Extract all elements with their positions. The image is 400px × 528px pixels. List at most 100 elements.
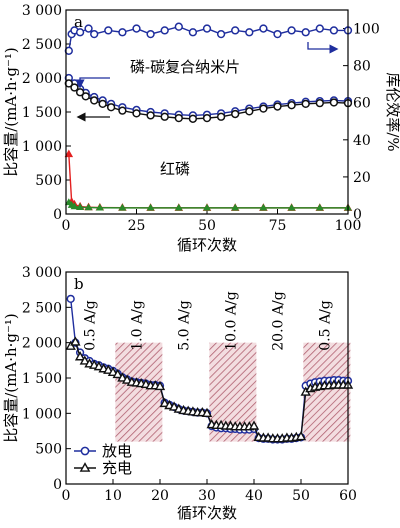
data-point-redp-charge	[315, 203, 324, 211]
data-point-charge	[112, 368, 123, 379]
series-line-2	[68, 154, 348, 209]
data-point-charge	[295, 431, 307, 441]
data-point-redp-charge	[203, 203, 211, 211]
data-point-charge	[117, 372, 128, 382]
data-point-composite-charge	[188, 114, 198, 123]
rate-label: 0.5 A/g	[318, 300, 334, 351]
x-axis-label-b: 循环次数	[177, 504, 237, 522]
data-point-redp-charge	[174, 203, 183, 211]
data-point-charge	[107, 366, 119, 376]
rate-label: 0.5 A/g	[83, 300, 99, 351]
rate-label: 5.0 A/g	[177, 300, 193, 351]
data-point-composite-charge	[174, 113, 183, 123]
arrow-to-right-axis	[307, 42, 339, 54]
data-point-composite-charge	[118, 106, 127, 115]
data-point-charge	[168, 401, 180, 411]
data-point-charge	[79, 355, 90, 365]
data-point-charge	[93, 361, 105, 371]
rate-label: 10.0 A/g	[224, 291, 240, 350]
data-point-discharge	[66, 294, 75, 304]
y-tick-label-right-a: 20	[353, 170, 371, 186]
data-point-redp-charge	[287, 203, 296, 211]
y-tick-label-b: 0	[53, 477, 62, 493]
x-tick-label-b: 30	[198, 488, 216, 504]
x-tick-label-b: 60	[339, 488, 357, 504]
data-point-efficiency	[146, 29, 155, 39]
x-tick-label-a: 100	[335, 218, 362, 234]
legend-label-discharge: 放电	[102, 442, 132, 460]
data-point-efficiency	[329, 26, 339, 35]
data-point-composite-charge	[287, 101, 296, 110]
data-point-charge	[74, 351, 86, 361]
y-tick-label-right-a: 60	[353, 96, 371, 112]
x-tick-label-b: 50	[292, 488, 310, 504]
axis-arrows-a	[75, 42, 339, 122]
legend-marker-discharge	[80, 446, 90, 456]
arrow-to-left-axis-discharge	[75, 77, 110, 89]
data-point-composite-charge	[315, 99, 324, 108]
data-point-redp-charge	[76, 202, 84, 210]
data-point-efficiency	[202, 24, 212, 33]
data-point-efficiency	[216, 29, 226, 39]
rate-band-0	[115, 342, 163, 442]
data-point-composite-charge	[216, 112, 226, 121]
y-axis-label-right-a: 库伦效率/%	[384, 72, 400, 151]
x-tick-label-b: 20	[151, 488, 169, 504]
data-point-efficiency	[301, 28, 310, 37]
x-tick-label-a: 50	[198, 218, 216, 234]
data-point-composite-charge	[75, 88, 85, 97]
y-tick-label-right-a: 100	[353, 22, 380, 38]
panel-label-a: a	[74, 13, 83, 31]
x-tick-label-a: 75	[269, 218, 287, 234]
data-point-charge	[154, 380, 166, 391]
data-point-efficiency	[174, 22, 183, 31]
data-point-composite-charge	[81, 92, 90, 101]
data-point-charge	[103, 364, 114, 374]
plot-frame-a	[65, 9, 349, 215]
rate-label: 1.0 A/g	[130, 300, 146, 351]
data-point-redp-charge	[118, 203, 127, 211]
y-tick-label-right-a: 40	[353, 133, 371, 149]
data-point-efficiency	[315, 24, 324, 33]
data-point-redp-charge	[231, 203, 240, 211]
y-tick-label-b: 2 500	[22, 300, 62, 316]
data-point-redp-charge	[259, 203, 268, 211]
data-point-composite-charge	[106, 103, 116, 112]
data-point-efficiency	[84, 24, 93, 33]
data-point-composite-charge	[273, 102, 282, 111]
x-tick-label-b: 10	[104, 488, 122, 504]
y-tick-label-b: 3 000	[22, 265, 62, 281]
data-point-composite-charge	[329, 98, 339, 107]
data-point-redp-charge	[146, 203, 155, 211]
data-point-efficiency	[104, 26, 113, 35]
data-point-redp-charge	[70, 202, 79, 210]
y-tick-label-b: 500	[35, 442, 62, 458]
y-tick-label-right-a: 0	[353, 207, 362, 223]
data-point-composite-charge	[146, 111, 155, 120]
data-point-redp-discharge	[64, 149, 74, 158]
y-tick-label-left-a: 0	[53, 207, 62, 223]
x-axis-label-a: 循环次数	[177, 236, 237, 254]
data-point-composite-charge	[160, 112, 169, 121]
y-axis-label-b: 比容量/(mA·h·g⁻¹)	[2, 313, 20, 443]
plot-frame-b	[65, 271, 349, 485]
rate-label: 20.0 A/g	[271, 291, 287, 350]
y-tick-label-b: 2 000	[22, 336, 62, 352]
chart-panel-b: 0 10 20 30 40 50 60 0 500 1 000 1 500 2 000 2 500 3 0…	[2, 265, 357, 522]
data-point-efficiency	[231, 26, 240, 35]
annotation-composite: 磷-碳复合纳米片	[130, 58, 240, 76]
y-tick-label-left-a: 1 000	[22, 139, 62, 155]
panel-label-b: b	[74, 275, 84, 293]
x-tick-label-a: 0	[62, 218, 71, 234]
x-tick-label-b: 40	[245, 488, 263, 504]
data-point-charge	[121, 374, 133, 384]
data-point-efficiency	[118, 28, 127, 37]
data-point-composite-charge	[259, 104, 268, 113]
data-point-composite-charge	[132, 109, 141, 118]
data-point-efficiency	[245, 28, 254, 37]
data-point-composite-charge	[231, 109, 240, 119]
data-point-charge	[248, 420, 260, 430]
data-point-redp-charge	[95, 203, 104, 211]
